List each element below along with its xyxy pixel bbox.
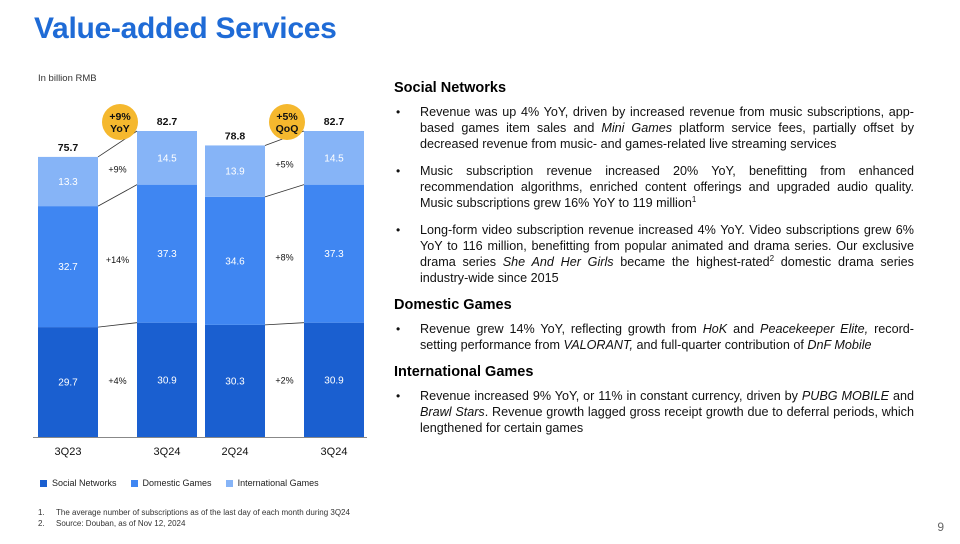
growth-label-domestic-games: +14% bbox=[106, 255, 129, 265]
bullet-item: • Revenue increased 9% YoY, or 11% in con… bbox=[394, 388, 914, 436]
bar-international-games-3q24 bbox=[304, 131, 364, 185]
growth-label-social-networks: +4% bbox=[108, 376, 126, 386]
page-number: 9 bbox=[937, 520, 944, 534]
connector-line bbox=[97, 322, 138, 328]
bar-social-networks-3q24 bbox=[304, 322, 364, 437]
bullet-text: Revenue grew 14% YoY, reflecting growth … bbox=[420, 322, 914, 352]
bar-total-label: 82.7 bbox=[324, 116, 345, 128]
x-tick-label: 3Q24 bbox=[154, 446, 181, 458]
bar-international-games-2q24 bbox=[205, 145, 265, 197]
growth-label-international-games: +5% bbox=[275, 159, 293, 169]
bullet-text: Music subscription revenue increased 20%… bbox=[420, 164, 914, 210]
bar-social-networks-3q23 bbox=[38, 327, 98, 437]
connector-line bbox=[264, 322, 305, 326]
bullet-item: • Revenue was up 4% YoY, driven by increa… bbox=[394, 104, 914, 152]
bullet-text: Long-form video subscription revenue inc… bbox=[420, 223, 914, 285]
section-domestic-games: Domestic Games • Revenue grew 14% YoY, ref… bbox=[394, 297, 914, 353]
legend-label-domestic: Domestic Games bbox=[142, 478, 212, 488]
section-heading: International Games bbox=[394, 364, 534, 380]
growth-badge-value: +9% bbox=[109, 111, 131, 123]
bullet-marker: • bbox=[396, 105, 401, 119]
growth-badge bbox=[102, 104, 138, 140]
legend-swatch-social bbox=[40, 479, 47, 487]
footnote-text: The average number of subscriptions as o… bbox=[56, 508, 350, 517]
footnote-text: Source: Douban, as of Nov 12, 2024 bbox=[56, 519, 186, 528]
bar-value-label: 13.9 bbox=[225, 167, 245, 178]
legend-item-international: International Games bbox=[225, 478, 319, 488]
bullet-text: Revenue increased 9% YoY, or 11% in cons… bbox=[420, 389, 915, 435]
bar-value-label: 30.9 bbox=[324, 375, 344, 386]
bar-domestic-games-3q24 bbox=[137, 184, 197, 323]
connector-line bbox=[264, 184, 305, 198]
growth-badge-period: YoY bbox=[110, 123, 130, 135]
bar-international-games-3q23 bbox=[38, 156, 98, 207]
bullet-marker: • bbox=[396, 389, 401, 403]
bar-value-label: 30.9 bbox=[157, 375, 177, 386]
legend-item-social: Social Networks bbox=[40, 478, 117, 488]
bar-value-label: 34.6 bbox=[225, 256, 245, 267]
bar-domestic-games-2q24 bbox=[205, 196, 265, 325]
bar-value-label: 30.3 bbox=[225, 376, 245, 387]
legend-label-social: Social Networks bbox=[52, 478, 117, 488]
section-heading: Social Networks bbox=[394, 80, 507, 96]
legend-swatch-domestic bbox=[130, 479, 138, 487]
bar-value-label: 37.3 bbox=[324, 249, 344, 260]
growth-label-international-games: +9% bbox=[108, 165, 126, 175]
page-title: Value-added Services bbox=[34, 12, 337, 45]
section-heading: Domestic Games bbox=[394, 297, 512, 313]
footnote-number: 2. bbox=[38, 519, 45, 528]
unit-label: In billion RMB bbox=[38, 73, 97, 84]
connector-line bbox=[97, 184, 138, 207]
commentary-panel: Social Networks • Revenue was up 4% YoY, d… bbox=[394, 80, 914, 447]
bullet-item: • Long-form video subscription revenue in… bbox=[394, 222, 914, 286]
bar-value-label: 13.3 bbox=[58, 177, 78, 188]
bar-domestic-games-3q23 bbox=[38, 206, 98, 328]
bar-value-label: 14.5 bbox=[324, 153, 344, 164]
footnote-item: 2. Source: Douban, as of Nov 12, 2024 bbox=[38, 518, 350, 529]
bar-value-label: 37.3 bbox=[157, 249, 177, 260]
growth-badge-value: +5% bbox=[276, 111, 298, 123]
bar-value-label: 29.7 bbox=[58, 378, 78, 389]
bar-domestic-games-3q24 bbox=[304, 184, 364, 323]
x-tick-label: 3Q24 bbox=[321, 446, 348, 458]
legend-swatch-international bbox=[225, 479, 233, 487]
bar-social-networks-3q24 bbox=[137, 322, 197, 437]
x-tick-label: 2Q24 bbox=[222, 446, 249, 458]
legend-label-international: International Games bbox=[237, 478, 319, 488]
legend-item-domestic: Domestic Games bbox=[130, 478, 212, 488]
section-social-networks: Social Networks • Revenue was up 4% YoY, d… bbox=[394, 80, 914, 286]
growth-badge-period: QoQ bbox=[276, 123, 299, 135]
bullet-text: Revenue was up 4% YoY, driven by increas… bbox=[420, 105, 915, 151]
bar-social-networks-2q24 bbox=[205, 324, 265, 437]
section-international-games: International Games • Revenue increased 9%… bbox=[394, 364, 914, 436]
bar-total-label: 78.8 bbox=[225, 130, 246, 142]
growth-label-social-networks: +2% bbox=[275, 375, 293, 385]
footnote-number: 1. bbox=[38, 508, 45, 517]
growth-label-domestic-games: +8% bbox=[275, 252, 293, 262]
bar-international-games-3q24 bbox=[137, 131, 197, 185]
bullet-marker: • bbox=[396, 322, 401, 336]
bar-value-label: 32.7 bbox=[58, 262, 78, 273]
bullet-marker: • bbox=[396, 223, 401, 237]
bar-total-label: 75.7 bbox=[58, 142, 79, 154]
bullet-marker: • bbox=[396, 164, 401, 178]
bullet-item: • Revenue grew 14% YoY, reflecting growth… bbox=[394, 321, 914, 353]
bar-total-label: 82.7 bbox=[157, 116, 178, 128]
footnote-item: 1. The average number of subscriptions a… bbox=[38, 507, 350, 518]
growth-badge bbox=[269, 104, 305, 140]
footnotes: 1. The average number of subscriptions a… bbox=[38, 507, 350, 529]
bullet-item: • Music subscription revenue increased 20… bbox=[394, 163, 914, 211]
chart-legend: Social Networks Domestic Games Internati… bbox=[40, 478, 319, 488]
revenue-bar-chart: 29.7 32.7 13.3 75.7 3Q23 30.9 37.3 14.5 82.7 3Q24… bbox=[33, 104, 367, 458]
x-tick-label: 3Q23 bbox=[55, 446, 82, 458]
bar-value-label: 14.5 bbox=[157, 153, 177, 164]
